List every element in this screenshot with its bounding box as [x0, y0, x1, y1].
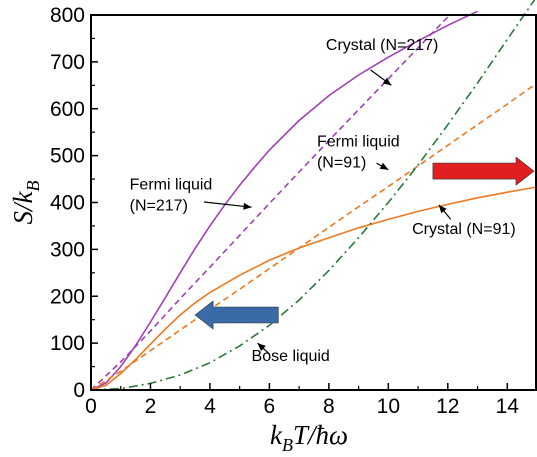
y-tick-label: 100	[50, 332, 85, 355]
series-line-bose-liquid	[90, 0, 536, 391]
y-tick-label: 200	[50, 285, 85, 308]
x-tick-label: 4	[204, 395, 216, 418]
x-tick-label: 12	[436, 395, 459, 418]
series-line-crystal-n-217	[90, 10, 478, 391]
series-line-fermi-liquid-n-91-dashed	[90, 82, 537, 391]
annotation-arrows-layer	[203, 69, 452, 355]
x-tick-label: 10	[377, 395, 400, 418]
series-line-fermi-liquid-n-217-dashed	[90, 16, 449, 391]
y-tick-label: 400	[50, 192, 85, 215]
x-tick-label: 2	[145, 395, 157, 418]
annotation-arrow-head	[243, 202, 252, 210]
y-tick-label: 800	[50, 4, 85, 27]
block-arrow-right	[432, 156, 535, 186]
y-axis-title-main: S/k	[8, 190, 38, 224]
curves-layer	[90, 0, 537, 391]
annotations-layer: Crystal (N=217) Fermi liquid (N=217) Fermi …	[130, 37, 516, 365]
annotation-arrow-head	[382, 77, 392, 86]
y-tick-label: 600	[50, 98, 85, 121]
annotation-arrow-head	[379, 162, 389, 170]
y-tick-label: 300	[50, 238, 85, 261]
y-tick-label: 500	[50, 145, 85, 168]
annotation-label: Fermi liquid	[130, 176, 213, 193]
block-arrow-left	[194, 300, 279, 330]
x-axis-title-k: k	[270, 420, 283, 450]
y-tick-label: 0	[73, 379, 85, 402]
series-line-crystal-n-91	[90, 186, 537, 391]
annotation-label: (N=217)	[130, 197, 188, 214]
y-tick-label: 700	[50, 51, 85, 74]
y-axis-title-sub: B	[23, 181, 43, 192]
block-arrows-layer	[194, 156, 535, 330]
annotation-label: Fermi liquid	[317, 133, 400, 150]
x-tick-label: 6	[264, 395, 276, 418]
tick-labels-layer: 0 2 4 6 8 10 12 14 0 100 200 300 400 500 600 700 800	[50, 4, 519, 418]
annotation-label: Crystal (N=217)	[326, 37, 438, 54]
x-axis-title-sub: B	[282, 435, 293, 455]
y-axis-title: S/kB	[8, 181, 43, 225]
annotation-arrow-head	[438, 204, 447, 214]
annotation-label: (N=91)	[317, 154, 366, 171]
x-tick-label: 8	[323, 395, 335, 418]
annotation-arrow-head	[257, 343, 266, 352]
x-axis-title-rest: T/ħω	[293, 420, 348, 450]
x-tick-label: 14	[496, 395, 520, 418]
x-axis-title: kBT/ħω	[270, 420, 348, 455]
ticks-layer	[90, 14, 509, 391]
x-tick-label: 0	[85, 395, 97, 418]
annotation-label: Crystal (N=91)	[412, 221, 516, 238]
annotation-label: Bose liquid	[252, 348, 330, 365]
